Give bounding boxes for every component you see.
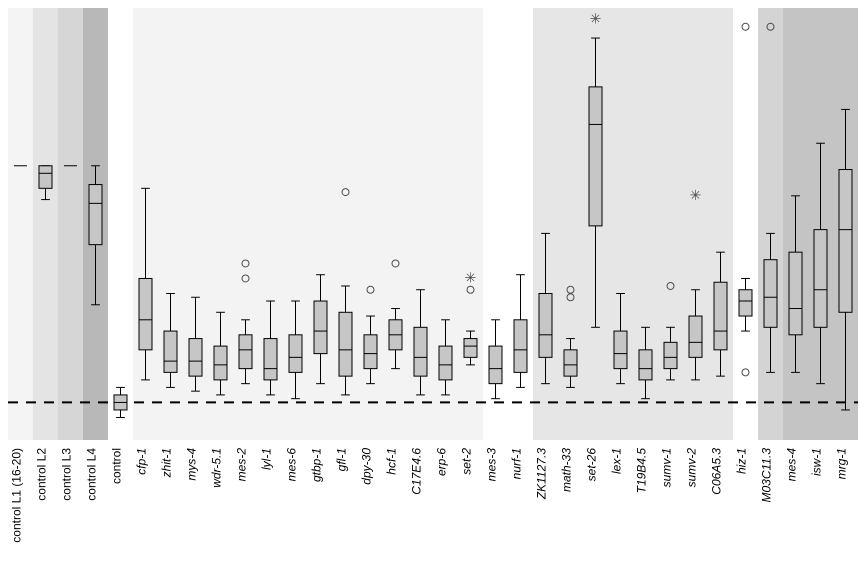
- x-axis-label: mes-2: [235, 448, 249, 482]
- x-axis-label: wdr-5.1: [210, 448, 224, 488]
- outlier-star: ✳: [690, 187, 702, 203]
- box-rect: [589, 87, 602, 226]
- bg-band: [133, 8, 483, 440]
- x-axis-label: ZK1127.3: [535, 448, 549, 500]
- box-rect: [514, 320, 527, 373]
- x-axis-label: control: [110, 448, 124, 484]
- box-rect: [764, 260, 777, 328]
- box-rect: [689, 316, 702, 357]
- x-axis-label: C17E4.6: [410, 448, 424, 495]
- box-rect: [239, 335, 252, 369]
- bg-band: [33, 8, 58, 440]
- x-axis-label: math-33: [560, 448, 574, 492]
- bg-band: [758, 8, 783, 440]
- x-axis-label: mes-6: [285, 448, 299, 482]
- box-rect: [614, 331, 627, 369]
- box-rect: [39, 166, 52, 189]
- chart-svg: ✳ ✳ ✳ control L1 (16-20) control L2 control L…: [0, 0, 866, 561]
- box-rect: [814, 230, 827, 328]
- x-axis-label: control L3: [60, 448, 74, 501]
- boxplot-chart: ✳ ✳ ✳ control L1 (16-20) control L2 control L…: [0, 0, 866, 561]
- box-rect: [439, 346, 452, 380]
- outlier-star: ✳: [465, 269, 477, 285]
- x-axis-label: C06A5.3: [710, 448, 724, 495]
- bg-band: [108, 8, 133, 440]
- x-axis-label: mes-4: [785, 448, 799, 482]
- x-axis-label: M03C11.3: [760, 448, 774, 503]
- x-axis-label: sumv-1: [660, 448, 674, 487]
- x-axis-label: set-26: [585, 448, 599, 482]
- box-rect: [714, 282, 727, 350]
- x-axis-label: control L2: [35, 448, 49, 501]
- x-axis-label: gfl-1: [335, 448, 349, 471]
- box-rect: [539, 293, 552, 357]
- bg-band: [8, 8, 33, 440]
- x-axis-label: mys-4: [185, 448, 199, 481]
- box-rect: [189, 339, 202, 377]
- box-rect: [339, 312, 352, 376]
- x-axis-label: zhit-1: [160, 448, 174, 478]
- box-rect: [739, 290, 752, 316]
- x-axis-label: lyl-1: [260, 448, 274, 470]
- x-axis-label: control L1 (16-20): [10, 448, 24, 543]
- box-rect: [89, 185, 102, 245]
- x-axis-label: mrg-1: [835, 448, 849, 479]
- box-rect: [464, 339, 477, 358]
- x-axis-label: isw-1: [810, 448, 824, 476]
- box-rect: [789, 252, 802, 335]
- bg-band: [733, 8, 758, 440]
- x-axis-label: control L4: [85, 448, 99, 501]
- x-axis-label: set-2: [460, 448, 474, 475]
- box-rect: [564, 350, 577, 376]
- box-rect: [489, 346, 502, 384]
- box-rect: [139, 278, 152, 349]
- x-axis-label: lex-1: [610, 448, 624, 474]
- bg-band: [533, 8, 733, 440]
- box-rect: [839, 170, 852, 313]
- box-rect: [664, 342, 677, 368]
- box-rect: [214, 346, 227, 380]
- x-axis-label: gtbp-1: [310, 448, 324, 482]
- x-axis-label: mes-3: [485, 448, 499, 482]
- outlier-star: ✳: [590, 10, 602, 26]
- box-rect: [364, 335, 377, 369]
- bg-band: [58, 8, 83, 440]
- x-axis-label: nurf-1: [510, 448, 524, 479]
- box-rect: [639, 350, 652, 380]
- box-rect: [289, 335, 302, 373]
- x-axis-label: hcf-1: [385, 448, 399, 475]
- box-rect: [414, 327, 427, 376]
- box-rect: [264, 339, 277, 380]
- x-axis-label: hiz-1: [735, 448, 749, 474]
- x-axis-label: dpy-30: [360, 448, 374, 485]
- x-axis-label: T19B4.5: [635, 448, 649, 494]
- x-axis-label: sumv-2: [685, 448, 699, 488]
- box-rect: [314, 301, 327, 354]
- box-rect: [164, 331, 177, 372]
- x-axis-label: cfp-1: [135, 448, 149, 475]
- x-axis-label: erp-6: [435, 448, 449, 476]
